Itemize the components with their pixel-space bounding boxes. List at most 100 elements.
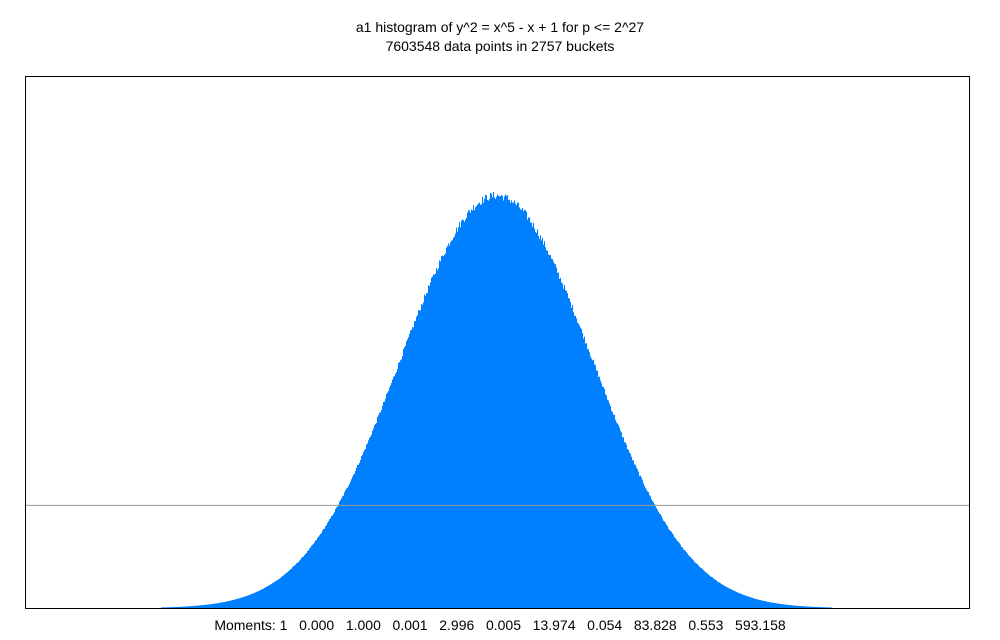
histogram-bar — [767, 601, 769, 608]
histogram-bar — [660, 514, 662, 608]
histogram-bar — [747, 596, 749, 608]
histogram-bar — [315, 540, 317, 608]
histogram-bar — [170, 607, 172, 608]
histogram-bar — [191, 606, 193, 608]
histogram-bar — [729, 588, 731, 608]
histogram-bar — [437, 270, 439, 608]
histogram-bar — [168, 607, 170, 608]
histogram-bar — [272, 583, 274, 608]
histogram-bar — [637, 469, 639, 608]
moment-value: 1 — [275, 617, 288, 633]
histogram-bar — [510, 202, 512, 608]
histogram-bar — [560, 277, 562, 608]
moment-value: 0.000 — [287, 617, 335, 633]
histogram-bar — [615, 419, 617, 608]
histogram-bar — [366, 444, 368, 608]
histogram-bar — [194, 605, 196, 608]
moment-value: 0.001 — [380, 617, 428, 633]
histogram-bar — [631, 456, 633, 608]
histogram-bar — [583, 338, 585, 608]
histogram-bar — [249, 594, 251, 608]
histogram-bar — [561, 282, 563, 608]
histogram-bar — [195, 605, 197, 608]
histogram-bar — [652, 501, 654, 608]
histogram-bar — [706, 572, 708, 608]
histogram-bar — [596, 370, 598, 608]
histogram-bar — [629, 452, 631, 608]
histogram-bar — [813, 606, 815, 608]
histogram-bar — [239, 598, 241, 608]
histogram-bar — [372, 430, 374, 608]
histogram-bar — [461, 220, 463, 608]
histogram-bar — [732, 590, 734, 608]
histogram-bar — [800, 606, 802, 608]
histogram-bar — [627, 449, 629, 608]
histogram-bar — [484, 198, 486, 608]
histogram-bar — [625, 442, 627, 608]
histogram-bar — [415, 321, 417, 608]
histogram-bar — [201, 605, 203, 608]
histogram-bar — [590, 356, 592, 608]
histogram-bar — [765, 601, 767, 608]
histogram-bar — [783, 604, 785, 608]
histogram-bar — [759, 599, 761, 608]
histogram-bar — [292, 567, 294, 608]
histogram-bar — [212, 603, 214, 608]
histogram-bar — [822, 607, 824, 608]
histogram-bar — [549, 255, 551, 608]
histogram-bar — [639, 475, 641, 608]
plot-area — [25, 76, 970, 609]
histogram-bar — [422, 304, 424, 608]
histogram-bar — [753, 598, 755, 608]
histogram-bar — [690, 556, 692, 608]
histogram-bar — [222, 602, 224, 608]
histogram-bar — [714, 579, 716, 608]
histogram-bar — [791, 605, 793, 608]
histogram-bar — [225, 601, 227, 608]
histogram-bar — [285, 573, 287, 608]
histogram-bar — [685, 551, 687, 608]
histogram-bar — [295, 564, 297, 608]
histogram-bar — [662, 518, 664, 608]
histogram-bar — [718, 582, 720, 608]
histogram-bar — [682, 547, 684, 608]
histogram-bar — [559, 278, 561, 608]
histogram-bar — [374, 425, 376, 608]
histogram-bar — [826, 607, 828, 608]
histogram-bar — [497, 194, 499, 608]
histogram-bar — [505, 194, 507, 608]
histogram-bar — [326, 525, 328, 608]
histogram-bar — [811, 606, 813, 608]
histogram-bar — [227, 601, 229, 608]
histogram-bar — [754, 598, 756, 608]
histogram-bar — [242, 597, 244, 608]
histogram-bar — [348, 485, 350, 608]
histogram-bar — [647, 491, 649, 608]
histogram-bar — [496, 196, 498, 608]
histogram-bar — [641, 477, 643, 608]
histogram-bar — [764, 601, 766, 608]
histogram-bar — [263, 588, 265, 608]
histogram-bar — [547, 250, 549, 608]
histogram-bar — [513, 202, 515, 608]
histogram-bar — [768, 601, 770, 608]
histogram-bar — [512, 202, 514, 608]
histogram-bar — [827, 607, 829, 608]
histogram-bar — [667, 526, 669, 608]
histogram-bar — [327, 522, 329, 608]
histogram-bar — [426, 293, 428, 608]
histogram-bar — [220, 602, 222, 608]
histogram-bar — [164, 607, 166, 608]
histogram-bar — [234, 599, 236, 608]
histogram-bar — [481, 204, 483, 608]
histogram-bar — [606, 395, 608, 608]
histogram-bar — [704, 571, 706, 608]
histogram-bar — [701, 568, 703, 608]
histogram-bar — [440, 261, 442, 608]
histogram-bar — [715, 579, 717, 608]
histogram-bar — [175, 607, 177, 608]
histogram-bar — [265, 587, 267, 608]
histogram-bar — [678, 541, 680, 608]
histogram-bar — [199, 605, 201, 608]
histogram-bar — [564, 285, 566, 608]
